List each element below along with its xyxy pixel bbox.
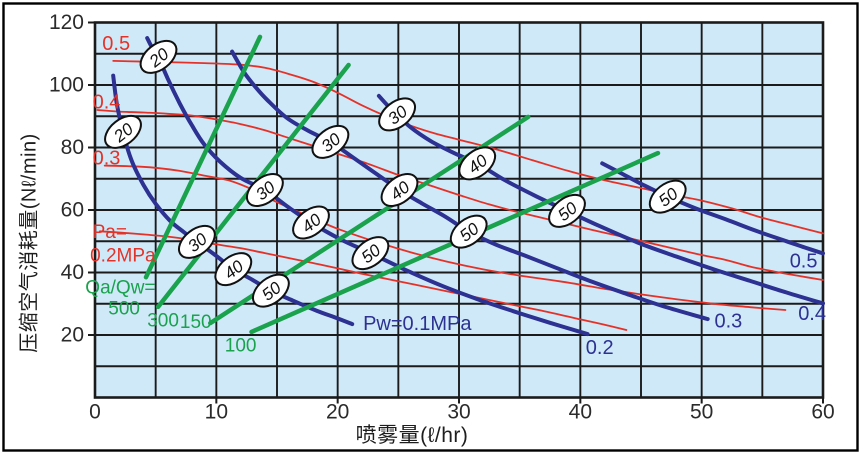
curve-Pw-0.5MPa bbox=[600, 161, 825, 256]
annotation-500: 500 bbox=[108, 299, 140, 320]
oval-ellipse bbox=[378, 97, 416, 132]
annotation-0.3: 0.3 bbox=[93, 147, 121, 169]
oval-ellipse bbox=[292, 205, 330, 240]
oval-marker-20: 20 bbox=[104, 114, 142, 149]
annotation-0.4: 0.4 bbox=[798, 303, 826, 325]
x-tick-label-20: 20 bbox=[326, 401, 349, 424]
y-tick-label-80: 80 bbox=[61, 136, 84, 159]
y-tick-label-60: 60 bbox=[61, 199, 84, 222]
annotation-Pw-0.1MPa: Pw=0.1MPa bbox=[363, 313, 472, 335]
x-tick-label-0: 0 bbox=[89, 401, 101, 424]
oval-marker-40: 40 bbox=[214, 252, 253, 287]
y-tick-label-120: 120 bbox=[49, 11, 84, 34]
oval-ellipse bbox=[139, 39, 178, 74]
oval-ellipse bbox=[351, 236, 390, 271]
annotation-0.3: 0.3 bbox=[714, 311, 742, 333]
oval-marker-50: 50 bbox=[449, 214, 488, 249]
annotation-300: 300 bbox=[147, 310, 179, 331]
curve-Pa-0.3MPa bbox=[103, 164, 787, 311]
annotation-0.5: 0.5 bbox=[790, 251, 818, 273]
x-tick-label-50: 50 bbox=[690, 401, 713, 424]
annotation-Qa-Qw-: Qa/Qw= bbox=[85, 278, 155, 299]
annotation-150: 150 bbox=[180, 312, 212, 333]
oval-marker-30: 30 bbox=[178, 224, 216, 259]
annotation-0.2: 0.2 bbox=[586, 337, 614, 359]
curve-Pa-0.5MPa bbox=[112, 60, 824, 235]
curve-Pw-0.2MPa bbox=[145, 36, 590, 337]
annotation-0.2MPa: 0.2MPa bbox=[90, 245, 156, 266]
curve-Pa-0.4MPa bbox=[96, 109, 824, 281]
oval-ellipse bbox=[380, 172, 419, 208]
oval-marker-20: 20 bbox=[139, 39, 178, 74]
oval-ellipse bbox=[104, 114, 142, 149]
annotation-Pa-: Pa= bbox=[93, 222, 127, 243]
oval-ellipse bbox=[246, 172, 284, 208]
y-tick-label-100: 100 bbox=[49, 74, 84, 97]
x-tick-label-60: 60 bbox=[811, 401, 834, 424]
oval-ellipse bbox=[311, 124, 350, 159]
x-tick-label-10: 10 bbox=[205, 401, 228, 424]
annotation-100: 100 bbox=[225, 335, 257, 356]
x-tick-label-40: 40 bbox=[569, 401, 592, 424]
y-tick-label-40: 40 bbox=[61, 261, 84, 284]
curve-Qa-Qw-500 bbox=[143, 34, 263, 280]
oval-ellipse bbox=[548, 193, 586, 228]
oval-ellipse bbox=[648, 179, 687, 214]
oval-ellipse bbox=[214, 252, 253, 287]
curve-Pa-0.2MPa bbox=[99, 230, 628, 331]
oval-ellipse bbox=[449, 214, 488, 249]
x-tick-label-30: 30 bbox=[447, 401, 470, 424]
oval-ellipse bbox=[458, 146, 497, 181]
oval-ellipse bbox=[178, 224, 216, 259]
annotation-0.4: 0.4 bbox=[93, 92, 121, 114]
plot-area-border bbox=[93, 21, 825, 399]
annotation-0.5: 0.5 bbox=[102, 33, 130, 55]
y-tick-label-20: 20 bbox=[61, 324, 84, 347]
oval-ellipse bbox=[252, 273, 290, 308]
